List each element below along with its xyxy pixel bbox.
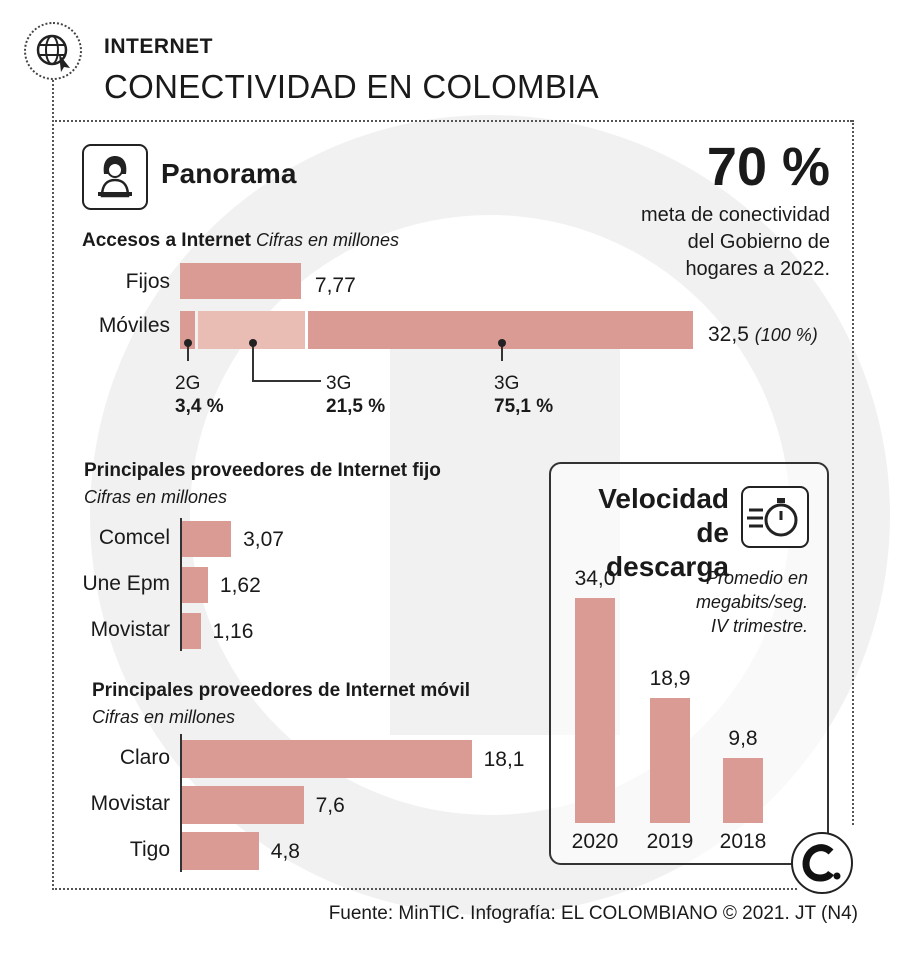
- value-label: 3,07: [243, 528, 284, 551]
- page-title: CONECTIVIDAD EN COLOMBIA: [104, 68, 599, 105]
- goal-line: hogares a 2022.: [685, 258, 830, 280]
- leader-dot: [498, 339, 507, 347]
- goal-line: del Gobierno de: [687, 231, 830, 253]
- fixed-chart-heading: Principales proveedores de Internet fijo: [84, 460, 441, 482]
- bar-une-epm: [182, 567, 208, 603]
- speed-title-line: Velocidad: [598, 483, 729, 514]
- fixed-chart-subtitle: Cifras en millones: [84, 487, 228, 507]
- speed-note-line: megabits/seg.: [695, 592, 808, 612]
- value-label: 7,77: [314, 274, 356, 297]
- panorama-heading: Panorama: [161, 158, 297, 189]
- fixed-chart-subtitle-wrap: Cifras en millones: [84, 487, 227, 508]
- segment-label: 2G 3,4 %: [175, 372, 224, 418]
- speed-title-line: de descarga: [606, 517, 729, 582]
- mobile-chart-heading: Principales proveedores de Internet móvi…: [92, 680, 470, 702]
- leader-line: [252, 380, 321, 382]
- access-chart-title: Accesos a Internet: [82, 230, 251, 251]
- category-label: 2018: [719, 830, 767, 853]
- value-label: 32,5 (100 %): [708, 323, 818, 347]
- value-label-moviles: 32,5: [708, 323, 749, 346]
- segment-label: 3G 21,5 %: [326, 372, 385, 418]
- value-label: 18,1: [483, 748, 525, 771]
- bar-comcel: [182, 521, 232, 557]
- segment-share: 75,1 %: [494, 396, 554, 417]
- frame-line: [52, 80, 54, 890]
- globe-cursor-icon: [24, 22, 82, 80]
- leader-dot: [249, 339, 257, 347]
- segment-share: 21,5 %: [326, 396, 386, 417]
- mobile-chart-axis: [180, 734, 182, 872]
- bar-claro: [182, 740, 472, 778]
- el-colombiano-logo: [791, 832, 853, 894]
- leader-line: [187, 343, 189, 361]
- bar-speed-2020: [575, 598, 615, 823]
- category-label: Une Epm: [82, 572, 170, 595]
- speed-note-line: IV trimestre.: [710, 616, 808, 636]
- category-label: Móviles: [98, 314, 170, 337]
- section-label: INTERNET: [104, 35, 213, 58]
- mobile-chart-title: Principales proveedores de Internet móvi…: [92, 680, 471, 701]
- category-label: 2020: [571, 830, 619, 853]
- value-label: 1,16: [212, 620, 254, 643]
- category-label: Movistar: [90, 618, 170, 641]
- value-label: 7,6: [315, 794, 345, 817]
- value-label: 9,8: [728, 727, 758, 751]
- stopwatch-icon: [741, 486, 809, 548]
- person-laptop-icon: [82, 144, 148, 210]
- leader-line: [501, 343, 504, 361]
- category-label: 2019: [646, 830, 694, 853]
- frame-line: [852, 120, 854, 825]
- total-note: (100 %): [754, 325, 818, 345]
- value-label: 18,9: [649, 666, 691, 690]
- access-chart-heading: Accesos a Internet Cifras en millones: [82, 230, 399, 252]
- goal-line: meta de conectividad: [640, 204, 830, 226]
- speed-note-line: Promedio en: [705, 568, 808, 588]
- goal-text: meta de conectividad del Gobierno de hog…: [600, 202, 830, 283]
- segment-label: 3G 75,1 %: [494, 372, 553, 418]
- segment-share: 3,4 %: [175, 396, 224, 417]
- bar-movistar: [182, 786, 304, 824]
- segment-name: 2G: [175, 373, 201, 394]
- mobile-chart-subtitle-wrap: Cifras en millones: [92, 707, 235, 728]
- bar-speed-2018: [723, 758, 763, 823]
- access-chart-subtitle: Cifras en millones: [255, 230, 400, 250]
- segment-name: 3G: [326, 373, 352, 394]
- mobile-chart-subtitle: Cifras en millones: [92, 707, 236, 727]
- category-label: Movistar: [90, 792, 170, 815]
- source-credit: Fuente: MinTIC. Infografía: EL COLOMBIAN…: [328, 903, 858, 924]
- value-label: 1,62: [219, 574, 261, 597]
- bar-movistar: [182, 613, 201, 649]
- fixed-chart-axis: [180, 518, 182, 651]
- speed-note: Promedio en megabits/seg. IV trimestre.: [650, 566, 808, 638]
- segment-name: 3G: [494, 373, 520, 394]
- speed-title: Velocidad de descarga: [574, 482, 729, 584]
- category-label: Comcel: [98, 526, 170, 549]
- bar-speed-2019: [650, 697, 690, 823]
- bar-tigo: [182, 832, 259, 870]
- fixed-chart-title: Principales proveedores de Internet fijo: [84, 460, 441, 481]
- leader-line: [252, 343, 254, 381]
- leader-dot: [184, 339, 192, 347]
- category-label: Fijos: [125, 270, 170, 293]
- value-label: 34,0: [574, 567, 616, 590]
- category-label: Tigo: [129, 838, 170, 861]
- value-label: 4,8: [270, 840, 300, 863]
- frame-line: [52, 120, 852, 122]
- category-label: Claro: [119, 746, 170, 769]
- frame-line: [52, 888, 797, 890]
- bar-fijos: [180, 263, 301, 299]
- goal-value: 70 %: [706, 137, 830, 197]
